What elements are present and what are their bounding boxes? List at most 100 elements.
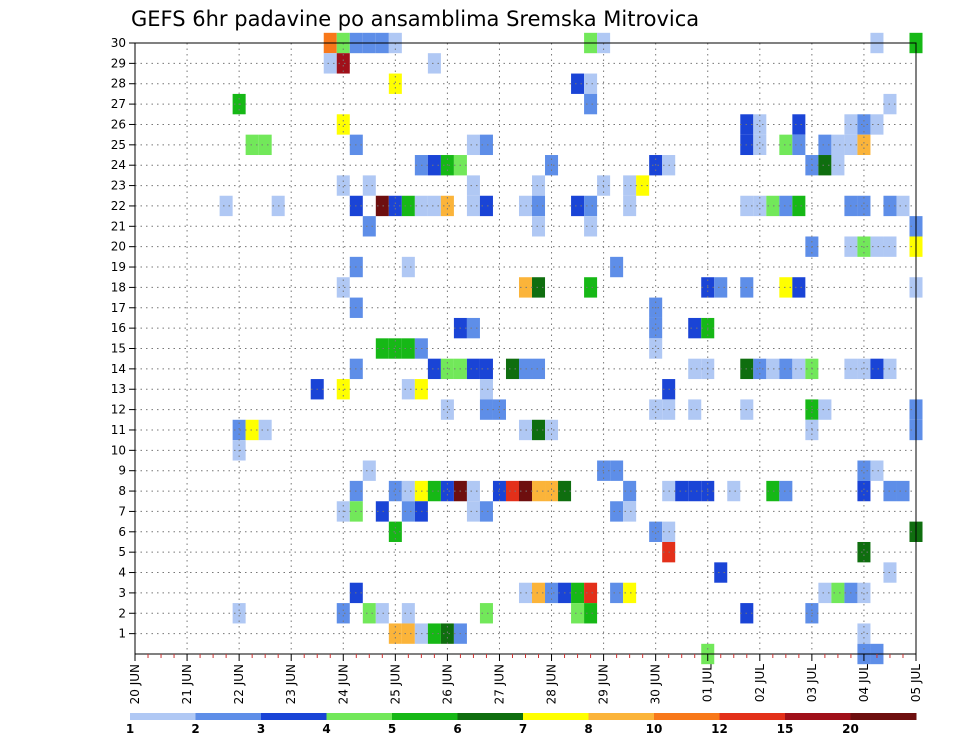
heatmap-cell [401, 256, 415, 278]
heatmap-cell [401, 338, 415, 359]
heatmap-cell [466, 134, 480, 156]
colorbar-swatch [785, 713, 851, 720]
y-tick-label: 25 [111, 138, 126, 152]
heatmap-cell [792, 195, 806, 217]
heatmap-cell [792, 277, 806, 298]
heatmap-cell [818, 582, 832, 604]
y-tick-label: 3 [118, 586, 126, 600]
heatmap-cell [427, 623, 441, 644]
heatmap-cell [532, 277, 546, 298]
heatmap-cell [857, 480, 871, 502]
y-tick-label: 6 [118, 525, 126, 539]
heatmap-cell [623, 195, 637, 217]
x-tick-label: 23 JUN [284, 664, 298, 704]
heatmap-cell [466, 175, 480, 196]
heatmap-cell [857, 541, 871, 563]
x-tick-label: 20 JUN [128, 664, 142, 704]
heatmap-cell [779, 195, 793, 217]
heatmap-cell [636, 175, 650, 196]
colorbar-tick-label: 3 [257, 722, 265, 736]
heatmap-cell [857, 623, 871, 644]
heatmap-cell [336, 53, 350, 74]
heatmap-cell [610, 460, 624, 481]
heatmap-cell [571, 73, 585, 94]
colorbar-swatch [261, 713, 327, 720]
heatmap-cell [401, 480, 415, 502]
heatmap-cell [401, 501, 415, 522]
heatmap-cell [675, 480, 689, 502]
heatmap-cell [870, 358, 884, 380]
y-tick-label: 1 [118, 627, 126, 641]
heatmap-cell [688, 358, 702, 380]
heatmap-cell [779, 480, 793, 502]
y-axis: 1234567891011121314151617181920212223242… [111, 36, 135, 641]
heatmap-cell [857, 460, 871, 481]
colorbar-swatch [523, 713, 589, 720]
heatmap-cell [766, 358, 780, 380]
colorbar-swatch [195, 713, 262, 720]
heatmap-cell [792, 114, 806, 135]
colorbar-tick-label: 15 [777, 722, 794, 736]
heatmap-cell [401, 195, 415, 217]
heatmap-cell [870, 114, 884, 135]
heatmap-cell [362, 603, 376, 624]
heatmap-cell [427, 195, 441, 217]
heatmap-cell [388, 480, 402, 502]
heatmap-cell [610, 582, 624, 604]
colorbar-swatch [654, 713, 720, 720]
grid-lines [135, 42, 916, 654]
y-tick-label: 4 [118, 566, 126, 580]
heatmap-cell [584, 216, 598, 237]
heatmap-cell [532, 480, 546, 502]
heatmap-cell [753, 195, 767, 217]
heatmap-cell [362, 175, 376, 196]
heatmap-cell [466, 501, 480, 522]
heatmap-cell [623, 501, 637, 522]
colorbar-swatch [850, 713, 917, 720]
heatmap-cell [779, 358, 793, 380]
heatmap-cell [336, 277, 350, 298]
heatmap-cell [245, 419, 259, 441]
heatmap-cell [649, 399, 663, 420]
x-tick-label: 26 JUN [440, 664, 454, 704]
heatmap-cell [532, 216, 546, 237]
heatmap-cell [857, 582, 871, 604]
colorbar-swatch [326, 713, 393, 720]
heatmap-cell [232, 419, 246, 441]
heatmap-cell [479, 501, 493, 522]
colorbar-swatch [392, 713, 458, 720]
heatmap-cell [532, 175, 546, 196]
heatmap-cell [245, 134, 259, 156]
heatmap-cell [571, 582, 585, 604]
heatmap-cell [870, 460, 884, 481]
heatmap-cell [440, 480, 454, 502]
heatmap-cell [258, 134, 272, 156]
heatmap-cell [401, 623, 415, 644]
x-tick-label: 27 JUN [492, 664, 506, 704]
colorbar-tick-label: 4 [322, 722, 330, 736]
heatmap-cell [727, 480, 741, 502]
heatmap-cell [584, 195, 598, 217]
x-tick-label: 01 JUL [701, 664, 715, 702]
y-tick-label: 27 [111, 97, 126, 111]
heatmap-cell [388, 338, 402, 359]
heatmap-cell [479, 399, 493, 420]
heatmap-cell [779, 134, 793, 156]
heatmap-cell [649, 338, 663, 359]
heatmap-cell [258, 419, 272, 441]
heatmap-cell [427, 53, 441, 74]
x-tick-label: 04 JUL [857, 664, 871, 702]
y-tick-label: 23 [111, 179, 126, 193]
y-tick-label: 19 [111, 260, 126, 274]
heatmap-cell [688, 480, 702, 502]
heatmap-cell [388, 195, 402, 217]
heatmap-cell [870, 236, 884, 257]
heatmap-cell [779, 277, 793, 298]
y-tick-label: 20 [111, 240, 126, 254]
heatmap-cell [649, 317, 663, 339]
heatmap-cell [336, 603, 350, 624]
x-tick-label: 03 JUL [805, 664, 819, 702]
heatmap-cell [219, 195, 233, 217]
heatmap-cell [831, 582, 845, 604]
heatmap-cell [623, 175, 637, 196]
